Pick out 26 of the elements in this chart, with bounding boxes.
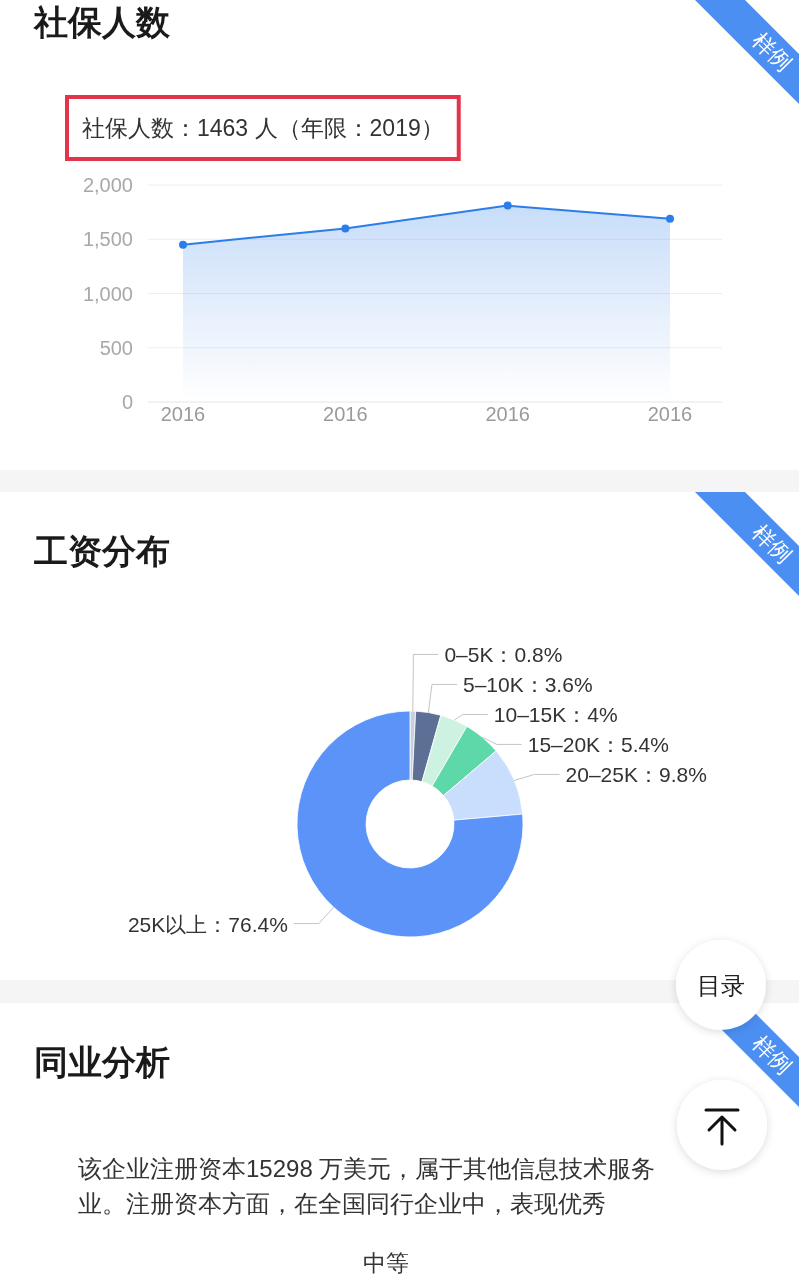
x-tick-label: 2016 bbox=[485, 403, 530, 425]
badge-label: 样例 bbox=[747, 519, 797, 569]
y-tick-label: 2,000 bbox=[82, 174, 133, 196]
data-label: 0–5K：0.8% bbox=[444, 642, 563, 666]
button-label: 目录 bbox=[697, 971, 745, 999]
y-tick-label: 1,000 bbox=[82, 282, 133, 305]
data-label: 25K以上：76.4% bbox=[127, 912, 288, 936]
data-label: 15–20K：5.4% bbox=[527, 732, 669, 756]
paragraph: 业。注册资本方面，在全国同行企业中，表现优秀 bbox=[78, 1189, 606, 1217]
title: 同业分析 bbox=[34, 1043, 170, 1081]
badge-label: 样例 bbox=[747, 1030, 797, 1080]
paragraph: 该企业注册资本15298 万美元，属于其他信息技术服务 bbox=[78, 1154, 656, 1182]
subtitle: 社保人数：1463 人（年限：2019） bbox=[82, 115, 444, 141]
note: 中等 bbox=[363, 1250, 409, 1276]
x-tick-label: 2016 bbox=[647, 403, 693, 425]
title: 社保人数 bbox=[34, 3, 170, 41]
y-tick-label: 1,500 bbox=[82, 228, 133, 251]
title: 工资分布 bbox=[34, 532, 170, 570]
data-label: 10–15K：4% bbox=[493, 702, 618, 726]
y-tick-label: 0 bbox=[121, 391, 133, 413]
x-tick-label: 2016 bbox=[323, 403, 368, 425]
x-tick-label: 2016 bbox=[160, 403, 206, 425]
badge-label: 样例 bbox=[747, 27, 797, 77]
data-label: 20–25K：9.8% bbox=[565, 762, 707, 786]
data-label: 5–10K：3.6% bbox=[462, 672, 593, 696]
y-tick-label: 500 bbox=[99, 336, 133, 359]
